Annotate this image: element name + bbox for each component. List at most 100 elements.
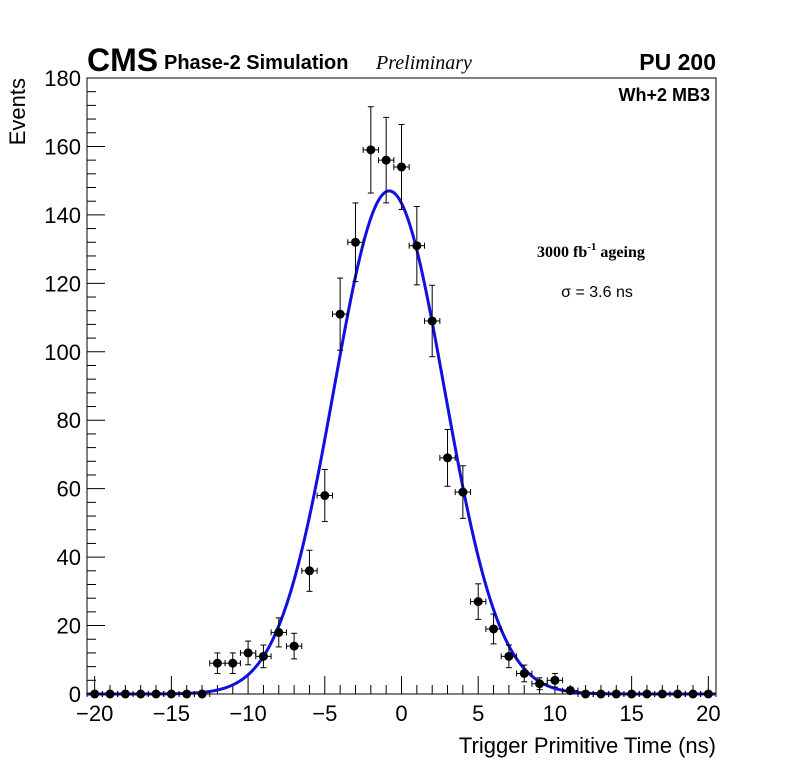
y-tick-label: 140 xyxy=(44,203,81,228)
y-axis-title: Events xyxy=(5,78,30,145)
data-marker xyxy=(504,651,514,661)
data-marker xyxy=(151,689,161,699)
y-tick-label: 160 xyxy=(44,134,81,159)
data-marker xyxy=(458,487,468,497)
data-marker xyxy=(381,155,391,165)
data-marker xyxy=(703,689,713,699)
ageing-exponent: -1 xyxy=(587,241,596,253)
data-marker xyxy=(136,689,146,699)
data-marker xyxy=(473,597,483,607)
data-point xyxy=(301,549,318,592)
x-tick-label: 10 xyxy=(543,701,567,726)
data-marker xyxy=(489,624,499,634)
ageing-label: 3000 fb-1 ageing xyxy=(537,241,645,261)
y-tick-label: 180 xyxy=(44,66,81,91)
data-marker xyxy=(320,491,330,501)
data-marker xyxy=(228,658,238,668)
x-tick-label: 15 xyxy=(619,701,643,726)
data-point xyxy=(255,644,272,669)
x-tick-label: −5 xyxy=(312,701,337,726)
data-point xyxy=(577,689,594,699)
data-point xyxy=(439,428,456,487)
data-point xyxy=(700,689,717,699)
data-marker xyxy=(105,689,115,699)
data-point xyxy=(408,206,426,286)
chamber-label: Wh+2 MB3 xyxy=(618,85,710,105)
data-point xyxy=(147,689,165,699)
data-marker xyxy=(519,668,529,678)
fit-curve xyxy=(87,189,716,696)
ageing-base: 3000 fb xyxy=(537,244,587,261)
data-points-layer xyxy=(86,106,717,699)
data-marker xyxy=(688,689,698,699)
data-marker xyxy=(657,689,667,699)
data-marker xyxy=(212,658,222,668)
data-point xyxy=(132,689,149,699)
y-tick-label: 20 xyxy=(57,614,81,639)
data-marker xyxy=(581,689,591,699)
simulation-label: Phase-2 Simulation xyxy=(164,52,349,74)
data-marker xyxy=(611,689,621,699)
data-point xyxy=(239,640,257,666)
data-point xyxy=(684,689,702,699)
data-point xyxy=(101,689,119,699)
data-point xyxy=(608,689,625,699)
data-marker xyxy=(197,689,207,699)
data-point xyxy=(377,116,395,204)
data-point xyxy=(654,689,671,699)
data-point xyxy=(270,617,287,648)
data-point xyxy=(362,106,379,194)
x-tick-label: −20 xyxy=(76,701,113,726)
data-point xyxy=(623,689,640,699)
x-axis-title: Trigger Primitive Time (ns) xyxy=(459,733,716,758)
data-point xyxy=(347,202,364,283)
data-marker xyxy=(120,689,130,699)
preliminary-label: Preliminary xyxy=(375,52,472,74)
y-tick-label: 40 xyxy=(57,545,81,570)
pileup-label: PU 200 xyxy=(639,49,716,75)
data-point xyxy=(500,644,518,669)
x-tick-label: 5 xyxy=(472,701,484,726)
ageing-suffix: ageing xyxy=(596,244,644,261)
data-point xyxy=(669,689,686,699)
data-marker xyxy=(166,689,176,699)
data-marker xyxy=(90,689,100,699)
y-tick-label: 100 xyxy=(44,340,81,365)
data-point xyxy=(592,689,610,699)
data-marker xyxy=(350,237,360,247)
data-point xyxy=(163,689,180,699)
data-marker xyxy=(673,689,683,699)
data-marker xyxy=(335,309,345,319)
data-marker xyxy=(627,689,637,699)
data-marker xyxy=(596,689,606,699)
data-point xyxy=(86,689,103,699)
axis-ticks: −20 −15 −10 −5 0 5 10 15 20 0 20 40 60 80 100 120 140 160… xyxy=(44,66,720,726)
data-marker xyxy=(427,316,437,326)
data-point xyxy=(285,632,303,660)
y-tick-label: 120 xyxy=(44,271,81,296)
data-marker xyxy=(565,686,575,696)
data-point xyxy=(224,652,241,674)
x-tick-label: 20 xyxy=(696,701,720,726)
data-marker xyxy=(243,648,253,658)
data-point xyxy=(638,689,656,699)
data-marker xyxy=(258,651,268,661)
x-tick-label: −10 xyxy=(229,701,266,726)
data-point xyxy=(178,689,195,699)
data-marker xyxy=(182,689,192,699)
x-tick-label: 0 xyxy=(395,701,407,726)
data-marker xyxy=(366,145,376,155)
data-marker xyxy=(304,566,314,576)
data-point xyxy=(470,583,487,620)
data-point xyxy=(516,664,533,683)
data-marker xyxy=(535,679,545,689)
data-point xyxy=(546,672,564,688)
data-point xyxy=(193,689,211,699)
y-tick-label: 80 xyxy=(57,408,81,433)
data-point xyxy=(393,124,410,210)
data-point xyxy=(454,465,472,519)
fit-curve-layer xyxy=(87,189,716,696)
data-point xyxy=(316,468,333,523)
data-point xyxy=(331,277,349,351)
